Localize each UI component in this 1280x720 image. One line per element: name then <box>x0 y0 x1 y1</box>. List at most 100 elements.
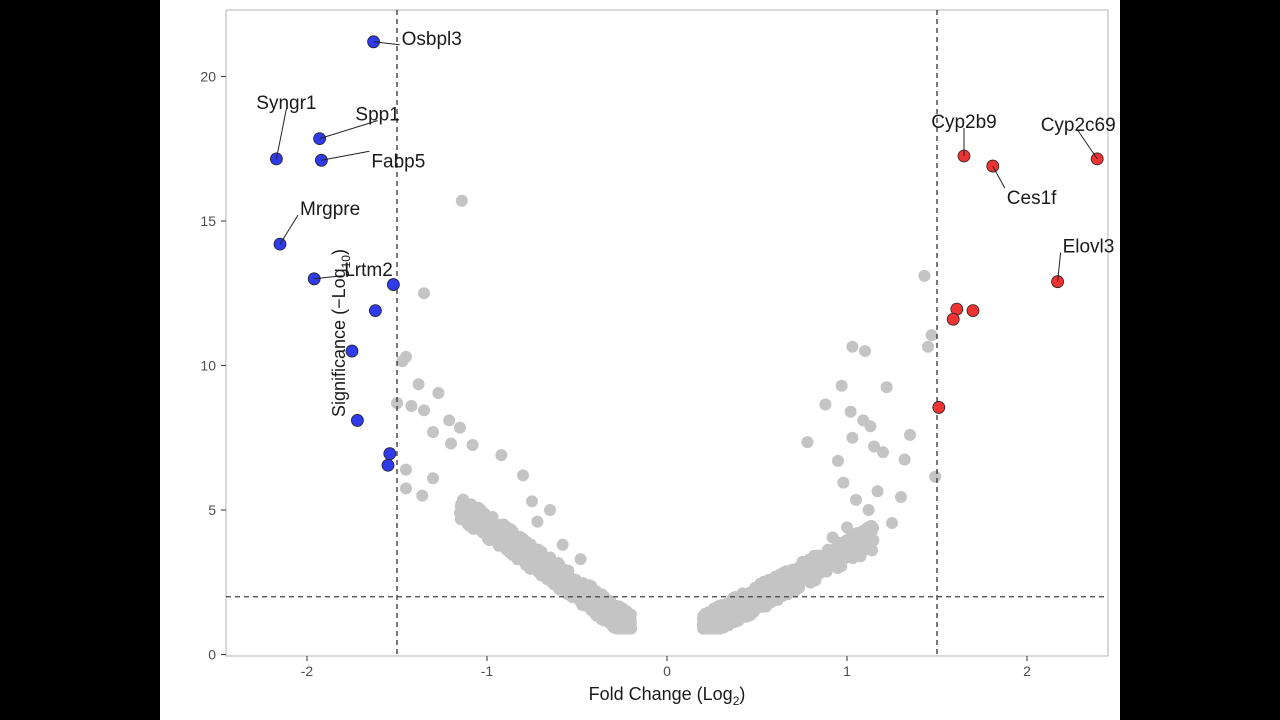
scatter-point <box>482 514 495 527</box>
scatter-point <box>877 446 889 459</box>
y-axis-title: Significance (−Log10) <box>329 249 353 417</box>
y-tick-label: 5 <box>208 502 216 518</box>
scatter-point <box>495 449 508 462</box>
label-leader-line <box>279 214 299 245</box>
scatter-point <box>531 515 544 528</box>
scatter-point <box>624 622 637 635</box>
nonsignificant-points <box>391 194 942 635</box>
scatter-point <box>578 584 591 597</box>
gene-label: Cyp2c69 <box>1041 115 1116 136</box>
scatter-point <box>747 597 760 610</box>
scatter-point <box>755 589 768 602</box>
downregulated-point <box>345 344 359 358</box>
label-leader-line <box>373 41 400 46</box>
scatter-point <box>837 545 850 558</box>
scatter-point <box>918 269 931 282</box>
scatter-point <box>443 414 456 427</box>
scatter-point <box>556 538 569 551</box>
scatter-point <box>841 521 853 534</box>
x-tick-label: 0 <box>663 663 671 679</box>
scatter-point <box>808 549 821 562</box>
scatter-point <box>895 491 907 504</box>
scatter-point <box>898 453 911 466</box>
scatter-point <box>719 618 732 631</box>
scatter-point <box>416 489 429 502</box>
scatter-point <box>837 476 850 489</box>
scatter-point <box>607 621 620 634</box>
scatter-point <box>847 551 860 564</box>
scatter-point <box>461 517 474 530</box>
scatter-point <box>396 355 409 368</box>
scatter-point <box>846 340 859 353</box>
scatter-point <box>922 340 934 353</box>
x-tick-label: 1 <box>843 663 851 679</box>
scatter-point <box>614 609 627 622</box>
scatter-point <box>418 404 430 417</box>
scatter-point <box>720 598 733 611</box>
downregulated-point <box>270 152 283 166</box>
scatter-point <box>866 544 879 557</box>
upregulated-point <box>946 312 960 326</box>
scatter-point <box>427 425 439 438</box>
upregulated-point <box>966 304 980 317</box>
scatter-point <box>871 485 884 498</box>
scatter-point <box>904 428 916 441</box>
scatter-point <box>445 437 457 450</box>
scatter-point <box>844 405 857 418</box>
scatter-point <box>850 493 862 506</box>
scatter-point <box>864 420 877 433</box>
scatter-point <box>564 587 577 600</box>
scatter-point <box>525 552 538 565</box>
scatter-point <box>832 454 844 467</box>
scatter-point <box>418 287 430 300</box>
label-leader-line <box>1077 130 1098 160</box>
label-leader-line <box>314 275 343 280</box>
y-tick-label: 0 <box>208 647 216 663</box>
label-leader-line <box>321 150 370 161</box>
gene-label: Spp1 <box>355 105 399 126</box>
scatter-point <box>492 539 505 552</box>
scatter-point <box>544 504 556 517</box>
gene-label: Osbpl3 <box>402 29 462 50</box>
scatter-point <box>557 568 570 581</box>
scatter-point <box>797 571 810 584</box>
gene-labels: Osbpl3 Syngr1 Spp1 Fabp5 Mrgpre Lrtm2 Cyp2b9 Cy… <box>256 29 1116 282</box>
x-axis-title: Fold Change (Log2) <box>589 684 746 708</box>
scatter-point <box>859 526 872 539</box>
y-tick-label: 15 <box>200 213 216 229</box>
y-tick-label: 20 <box>200 68 216 84</box>
scatter-point <box>799 558 812 571</box>
scatter-point <box>520 536 533 549</box>
scatter-point <box>929 470 942 483</box>
scatter-point <box>925 329 938 342</box>
scatter-point <box>455 194 468 207</box>
downregulated-point <box>381 458 395 472</box>
x-tick-label: 2 <box>1023 663 1031 679</box>
scatter-point <box>507 540 520 553</box>
label-leader-line <box>319 120 378 140</box>
scatter-point <box>703 613 716 626</box>
scatter-point <box>730 607 743 620</box>
scatter-point <box>862 504 875 517</box>
scatter-point <box>506 525 519 538</box>
gene-label: Mrgpre <box>300 199 360 220</box>
downregulated-point <box>383 447 397 461</box>
gene-label: Lrtm2 <box>344 260 393 281</box>
scatter-point <box>742 609 755 622</box>
scatter-point <box>412 378 425 391</box>
scatter-point <box>886 517 898 530</box>
scatter-point <box>859 345 871 358</box>
threshold-lines <box>226 10 1108 656</box>
scatter-point <box>466 439 479 452</box>
downregulated-point <box>350 414 364 427</box>
scatter-point <box>454 421 466 434</box>
scatter-point <box>427 472 439 485</box>
scatter-point <box>526 495 538 508</box>
scatter-point <box>787 579 800 592</box>
scatter-point <box>537 567 550 580</box>
downregulated-point <box>368 304 382 317</box>
scatter-point <box>482 530 495 543</box>
scatter-point <box>880 381 893 394</box>
